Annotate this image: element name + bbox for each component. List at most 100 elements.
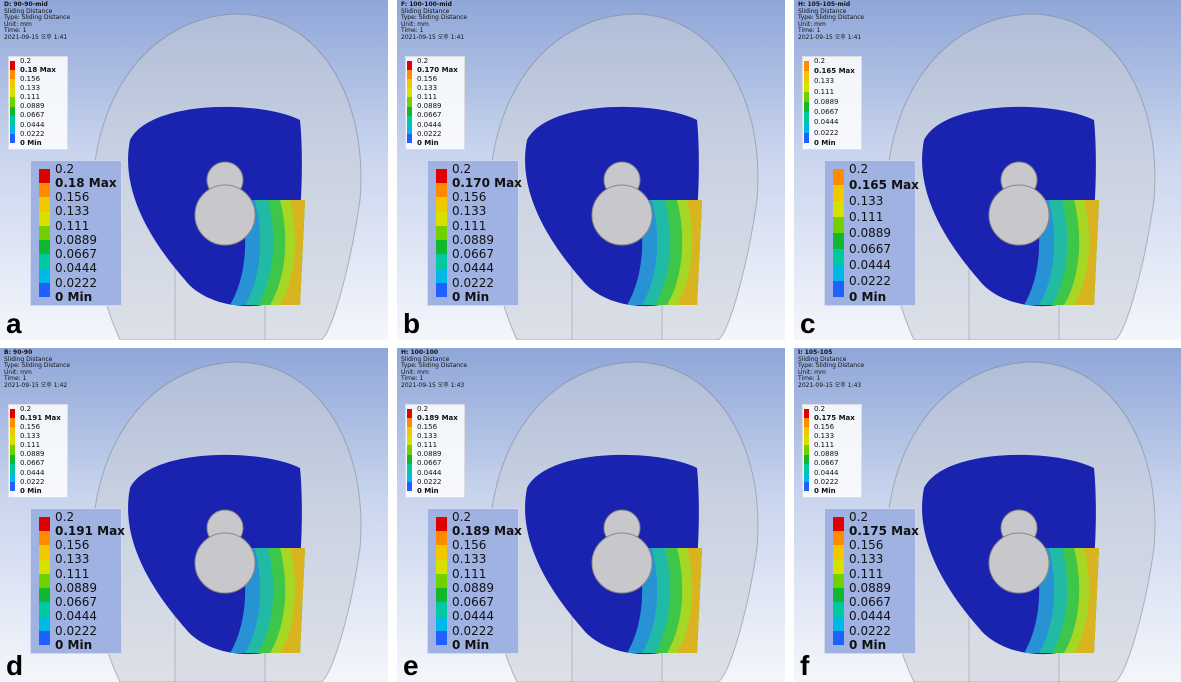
legend-swatch — [833, 217, 844, 233]
result-header: H: 100-100Sliding DistanceType: Sliding … — [401, 350, 467, 390]
neck-lower — [592, 533, 652, 593]
header-line: 2021-09-15 오후 1:41 — [401, 35, 467, 42]
legend-label: 0.0889 — [814, 98, 839, 106]
legend-label: 0.0444 — [452, 261, 494, 275]
legend-swatch — [436, 588, 447, 602]
header-line: 2021-09-15 오후 1:43 — [798, 383, 864, 390]
legend-swatch — [833, 617, 844, 631]
figure: D: 90-90-midSliding DistanceType: Slidin… — [0, 0, 1181, 682]
legend-swatch — [10, 116, 15, 125]
legend-label: 0.2 — [849, 510, 868, 524]
result-header: D: 90-90-midSliding DistanceType: Slidin… — [4, 2, 70, 42]
legend-label: 0.2 — [55, 510, 74, 524]
legend-label: 0.18 Max — [20, 66, 56, 74]
legend-label: 0.2 — [452, 510, 471, 524]
legend-swatch — [804, 133, 809, 143]
legend-small: 0.20.191 Max0.1560.1330.1110.08890.06670… — [8, 404, 68, 498]
legend-swatch — [407, 97, 412, 106]
legend-swatch — [804, 482, 809, 491]
legend-swatch — [436, 517, 447, 531]
result-header: B: 90-90Sliding DistanceType: Sliding Di… — [4, 350, 70, 390]
legend-label: 0.0444 — [814, 118, 839, 126]
legend-label: 0.133 — [20, 432, 40, 440]
legend-label: 0.0889 — [849, 581, 891, 595]
panel-letter: a — [6, 308, 22, 340]
legend-label: 0.0444 — [452, 609, 494, 623]
legend-label: 0.0222 — [814, 129, 839, 137]
legend-label: 0.2 — [452, 162, 471, 176]
legend-swatch — [436, 212, 447, 226]
legend-label: 0.0222 — [452, 276, 494, 290]
legend-swatch — [10, 79, 15, 88]
legend-swatch — [407, 418, 412, 427]
legend-swatch — [39, 588, 50, 602]
legend-label: 0.2 — [20, 405, 31, 413]
legend-swatch — [804, 82, 809, 92]
legend-swatch — [10, 61, 15, 70]
legend-swatch — [10, 409, 15, 418]
legend-label: 0.111 — [452, 567, 486, 581]
legend-label: 0 Min — [55, 638, 92, 652]
panel-letter: b — [403, 308, 420, 340]
legend-label: 0.0222 — [849, 274, 891, 288]
legend-label: 0.156 — [452, 538, 486, 552]
legend-label: 0.133 — [814, 77, 834, 85]
legend-swatch — [804, 102, 809, 112]
legend-label: 0.0667 — [55, 595, 97, 609]
legend-swatch — [407, 88, 412, 97]
legend-label: 0 Min — [814, 487, 836, 495]
legend-label: 0.0222 — [417, 130, 442, 138]
legend-label: 0.0889 — [417, 450, 442, 458]
legend-label: 0.156 — [417, 75, 437, 83]
legend-label: 0.2 — [849, 162, 868, 176]
legend-swatch — [407, 125, 412, 134]
legend-label: 0.2 — [417, 405, 428, 413]
legend-small: 0.20.189 Max0.1560.1330.1110.08890.06670… — [405, 404, 465, 498]
legend-swatch — [407, 116, 412, 125]
legend-swatch — [10, 464, 15, 473]
legend-label: 0.0667 — [55, 247, 97, 261]
legend-swatch — [804, 409, 809, 418]
legend-swatch — [833, 545, 844, 559]
legend-label: 0.0222 — [849, 624, 891, 638]
legend-label: 0.156 — [849, 538, 883, 552]
legend-label: 0.133 — [417, 84, 437, 92]
legend-label: 0 Min — [20, 487, 42, 495]
legend-label: 0.170 Max — [417, 66, 458, 74]
legend-label: 0.0889 — [814, 450, 839, 458]
legend-label: 0.165 Max — [814, 67, 855, 75]
legend-label: 0.0444 — [55, 261, 97, 275]
legend-swatch — [39, 226, 50, 240]
legend-swatch — [804, 427, 809, 436]
legend-label: 0.0444 — [417, 469, 442, 477]
legend-swatch — [407, 482, 412, 491]
legend-large: 0.20.189 Max0.1560.1330.1110.08890.06670… — [427, 508, 519, 654]
legend-swatch — [407, 445, 412, 454]
legend-label: 0 Min — [452, 638, 489, 652]
legend-label: 0.0667 — [452, 247, 494, 261]
legend-label: 0.0889 — [452, 233, 494, 247]
legend-label: 0.0667 — [849, 242, 891, 256]
legend-label: 0.189 Max — [452, 524, 522, 538]
legend-swatch — [407, 436, 412, 445]
legend-swatch — [10, 427, 15, 436]
legend-label: 0.0222 — [20, 130, 45, 138]
legend-label: 0.0889 — [55, 581, 97, 595]
legend-label: 0.0444 — [417, 121, 442, 129]
legend-small: 0.20.170 Max0.1560.1330.1110.08890.06670… — [405, 56, 465, 150]
legend-label: 0.0222 — [55, 276, 97, 290]
legend-label: 0.2 — [55, 162, 74, 176]
legend-label: 0.0222 — [20, 478, 45, 486]
legend-swatch — [10, 482, 15, 491]
legend-swatch — [804, 71, 809, 81]
legend-swatch — [407, 134, 412, 143]
legend-swatch — [833, 631, 844, 645]
legend-swatch — [407, 70, 412, 79]
legend-swatch — [407, 427, 412, 436]
legend-label: 0.111 — [849, 567, 883, 581]
legend-label: 0.0889 — [55, 233, 97, 247]
legend-swatch — [804, 455, 809, 464]
